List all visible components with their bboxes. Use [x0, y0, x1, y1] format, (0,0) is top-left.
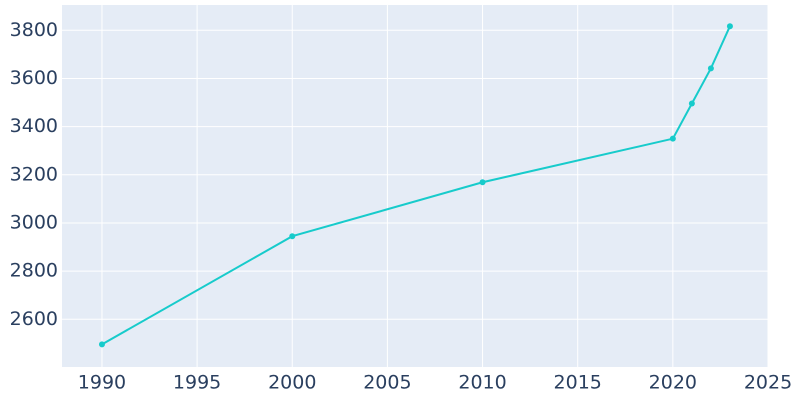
marker	[669, 135, 676, 142]
x-tick-label: 2025	[744, 372, 792, 394]
y-tick-label: 3800	[10, 19, 58, 41]
y-tick-label: 3000	[10, 211, 58, 233]
x-tick-label: 2020	[649, 372, 697, 394]
x-tick-label: 1990	[78, 372, 126, 394]
y-tick-label: 2800	[10, 260, 58, 282]
y-tick-label: 3600	[10, 67, 58, 89]
x-tick-label: 1995	[173, 372, 221, 394]
plot-area	[62, 5, 768, 367]
x-tick-label: 2010	[458, 372, 506, 394]
y-tick-label: 3400	[10, 115, 58, 137]
y-tick-label: 3200	[10, 163, 58, 185]
marker	[688, 100, 695, 107]
marker	[289, 233, 296, 240]
x-tick-label: 2000	[268, 372, 316, 394]
y-tick-label: 2600	[10, 308, 58, 330]
marker	[98, 341, 105, 348]
marker	[479, 179, 486, 186]
marker	[707, 65, 714, 72]
x-tick-label: 2015	[554, 372, 602, 394]
marker	[726, 23, 733, 30]
x-tick-label: 2005	[363, 372, 411, 394]
